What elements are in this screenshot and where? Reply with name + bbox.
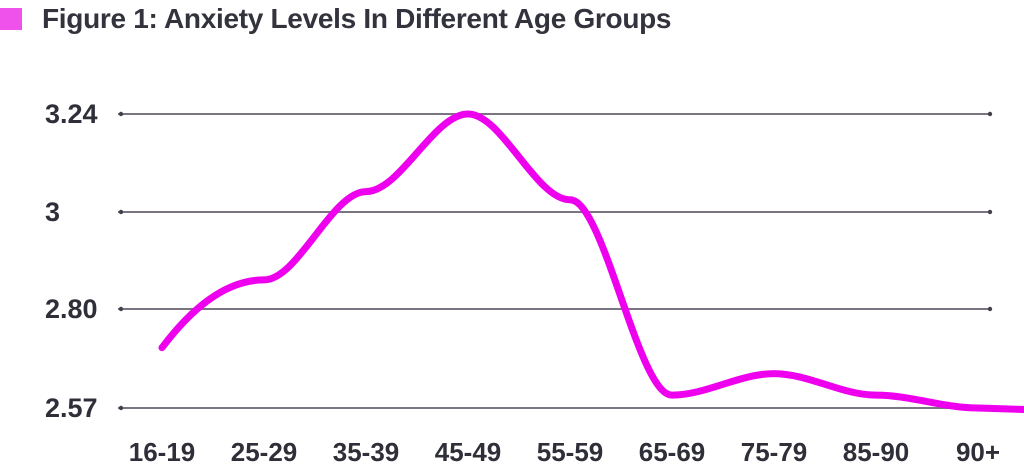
gridline-left-tick <box>118 209 124 215</box>
x-tick-label: 55-59 <box>537 437 604 467</box>
gridline-right-tick <box>987 306 993 312</box>
x-tick-label: 90+ <box>956 437 1000 467</box>
x-tick-label: 35-39 <box>333 437 400 467</box>
gridline-right-tick <box>987 209 993 215</box>
y-tick-label: 3.24 <box>45 99 98 129</box>
y-tick-label: 2.57 <box>45 393 98 423</box>
y-tick-label: 3 <box>45 197 60 227</box>
gridline-left-tick <box>118 306 124 312</box>
x-tick-label: 25-29 <box>231 437 298 467</box>
title-bullet-square <box>0 8 22 30</box>
figure-title: Figure 1: Anxiety Levels In Different Ag… <box>42 3 672 34</box>
gridline-left-tick <box>118 111 124 117</box>
y-tick-label: 2.80 <box>45 294 98 324</box>
figure-header: Figure 1: Anxiety Levels In Different Ag… <box>0 3 672 34</box>
x-tick-label: 65-69 <box>639 437 706 467</box>
gridline-right-tick <box>987 111 993 117</box>
x-tick-label: 45-49 <box>435 437 502 467</box>
x-tick-label: 75-79 <box>741 437 808 467</box>
anxiety-line-series <box>158 110 1024 413</box>
gridline-left-tick <box>118 405 124 411</box>
x-tick-label: 16-19 <box>129 437 196 467</box>
x-tick-label: 85-90 <box>843 437 910 467</box>
